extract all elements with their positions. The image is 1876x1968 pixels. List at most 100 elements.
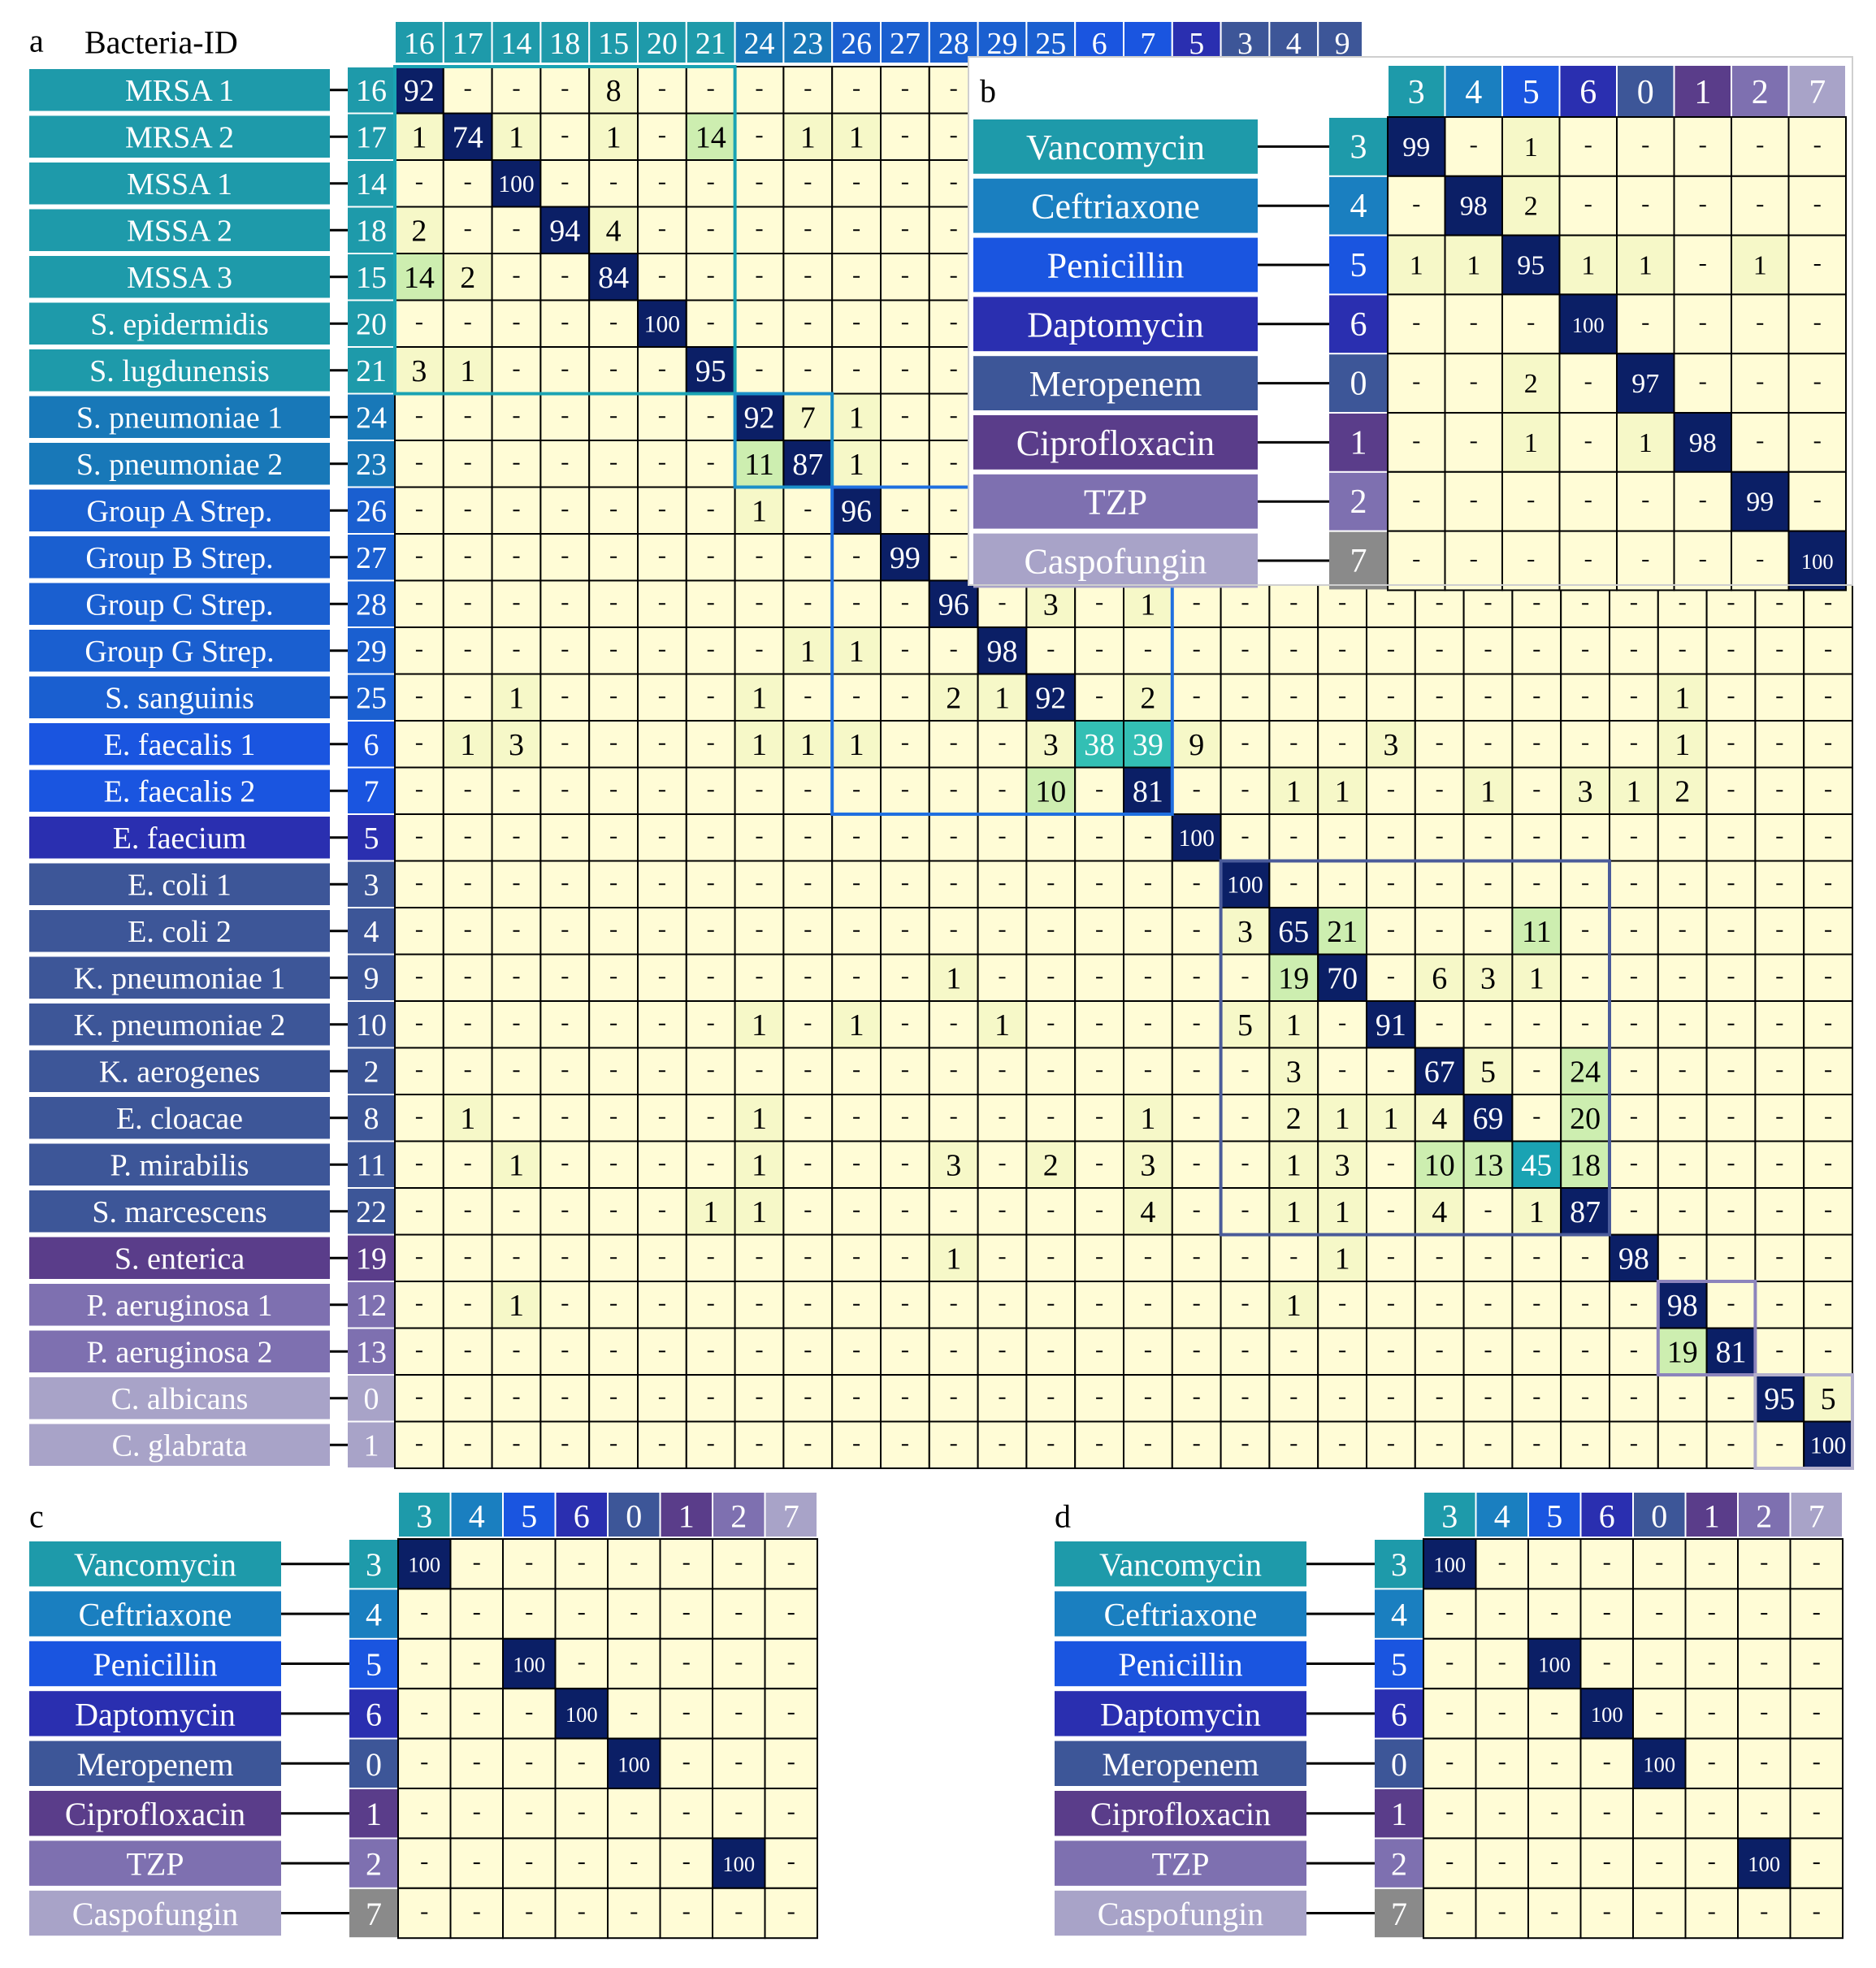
- panel-b-row-label: Meropenem: [1029, 364, 1202, 404]
- panel-a-cell: [782, 953, 834, 1002]
- panel-d-cell-value: 100: [1748, 1852, 1780, 1876]
- panel-a-cluster-box: [1219, 859, 1611, 1237]
- panel-d-row-id-bg: [1375, 1739, 1423, 1788]
- panel-a-cell: [831, 1000, 882, 1049]
- panel-b-row-id: 4: [1350, 188, 1367, 225]
- panel-c-row-id: 5: [366, 1646, 382, 1683]
- panel-a-cell: [1803, 953, 1853, 1002]
- panel-d-col-id: 6: [1599, 1498, 1615, 1535]
- panel-b-col-id-bg: [1558, 64, 1618, 118]
- panel-a-cell-value: 84: [598, 261, 629, 295]
- panel-a-row-id-bg: [348, 674, 395, 720]
- panel-c-cell-value: 100: [617, 1752, 650, 1776]
- panel-d-col-id-bg: [1423, 1491, 1477, 1538]
- panel-a-row-id-bg: [348, 394, 395, 440]
- panel-a-cell: [588, 1281, 639, 1329]
- panel-a-row-label: E. coli 1: [128, 868, 232, 902]
- panel-d-row-id-bg: [1375, 1888, 1423, 1938]
- panel-c-row-id-bg: [349, 1789, 398, 1838]
- panel-d-col-id: 2: [1756, 1498, 1772, 1535]
- panel-a-cell-value: 1: [703, 1195, 718, 1229]
- panel-a-letter: a: [29, 23, 44, 59]
- panel-a-cell-value: 100: [498, 171, 534, 197]
- panel-d-cell-value: 100: [1643, 1752, 1675, 1776]
- panel-d-cell: [1527, 1637, 1582, 1690]
- panel-c-row-id: 7: [366, 1896, 382, 1932]
- panel-a-col-id: 26: [841, 27, 872, 61]
- panel-a-cluster-box: [393, 65, 737, 396]
- panel-a-row-label: E. faecalis 2: [104, 774, 256, 808]
- panel-a-row-id-bg: [348, 581, 395, 626]
- panel-a-cell: [685, 112, 736, 161]
- panel-a-cell-value: 1: [1140, 1102, 1155, 1136]
- panel-a-row-label-bg: [29, 769, 330, 812]
- panel-a-cell-value: 9: [1189, 728, 1204, 762]
- panel-b-row-id: 6: [1350, 306, 1367, 344]
- panel-a-row-label: S. lugdunensis: [89, 354, 270, 388]
- panel-a-row-label: P. aeruginosa 1: [86, 1289, 272, 1323]
- panel-a-row-id: 9: [364, 961, 379, 995]
- panel-d-col-id-bg: [1527, 1491, 1582, 1538]
- panel-c-row-id-bg: [349, 1839, 398, 1888]
- panel-a-cell-value: 6: [1432, 961, 1447, 995]
- panel-c-row-label-bg: [29, 1791, 281, 1836]
- panel-a-cell-value: 3: [1335, 1148, 1350, 1182]
- panel-a-cell: [588, 112, 639, 161]
- panel-a-col-id: 20: [647, 27, 678, 61]
- panel-a-cell: [782, 112, 834, 161]
- panel-a-col-id: 6: [1092, 27, 1107, 61]
- panel-a-row-id: 26: [356, 494, 387, 528]
- panel-a-row-label-bg: [29, 583, 330, 625]
- panel-a-row-label-bg: [29, 1237, 330, 1279]
- panel-c-row-label: TZP: [126, 1846, 184, 1883]
- panel-a-row-id: 10: [356, 1008, 387, 1043]
- panel-a-row-label-bg: [29, 1097, 330, 1139]
- panel-b-cell-value: 1: [1410, 251, 1423, 281]
- panel-c-cell: [712, 1837, 766, 1889]
- panel-a-cell-value: 98: [1667, 1289, 1698, 1323]
- panel-a-row-id: 15: [356, 261, 387, 295]
- panel-a-cell: [831, 112, 882, 161]
- panel-c-col-id-bg: [764, 1491, 818, 1538]
- panel-a-row-id-bg: [348, 1189, 395, 1234]
- panel-d-cell: [1579, 1588, 1634, 1640]
- panel-a-cell-value: 92: [1035, 681, 1066, 715]
- panel-c-row-label-bg: [29, 1591, 281, 1636]
- panel-a-cell-value: 14: [695, 120, 726, 154]
- panel-c-cell-value: 100: [722, 1852, 755, 1876]
- panel-a-cell-value: 3: [1578, 774, 1593, 808]
- panel-a-cell-value: 5: [1237, 1008, 1253, 1043]
- panel-a-cell: [1462, 1140, 1514, 1189]
- panel-a-cell-value: 98: [1618, 1242, 1649, 1276]
- panel-b-cell: [1616, 412, 1675, 473]
- panel-a-cell-value: 70: [1327, 961, 1358, 995]
- panel-a-cell: [1074, 626, 1124, 675]
- panel-d-row-id-bg: [1375, 1540, 1423, 1589]
- panel-a-col-id: 17: [453, 27, 483, 61]
- panel-a-col-id-bg: [734, 20, 785, 64]
- panel-a-col-id: 9: [1335, 27, 1350, 61]
- panel-a-cell-value: 81: [1716, 1335, 1747, 1369]
- panel-d-row-label: Caspofungin: [1098, 1896, 1263, 1932]
- panel-b-row-id-bg: [1329, 118, 1388, 176]
- panel-a-row-id: 17: [356, 120, 387, 154]
- panel-b-cell-value: 95: [1517, 251, 1545, 281]
- panel-d-row-label-bg: [1055, 1791, 1306, 1836]
- panel-c-col-id-bg: [712, 1491, 766, 1538]
- panel-a-col-id: 14: [501, 27, 532, 61]
- panel-a-cell-value: 67: [1424, 1055, 1455, 1089]
- panel-c-col-id: 4: [469, 1498, 485, 1535]
- panel-a-row-id: 3: [364, 868, 379, 902]
- panel-d-col-id: 4: [1494, 1498, 1510, 1535]
- panel-a-col-id-bg: [442, 20, 493, 64]
- panel-a-row-label: K. pneumoniae 1: [74, 961, 286, 995]
- panel-a-cell-value: 2: [946, 681, 961, 715]
- panel-c-row-label-bg: [29, 1840, 281, 1886]
- panel-a-cell: [1268, 1000, 1319, 1049]
- panel-c-row-label-bg: [29, 1691, 281, 1736]
- panel-d-row-label-bg: [1055, 1840, 1306, 1886]
- panel-a-cell-value: 81: [1133, 774, 1163, 808]
- panel-a-row-id: 29: [356, 635, 387, 669]
- panel-a-row-label-bg: [29, 302, 330, 345]
- panel-a-cell: [831, 392, 882, 441]
